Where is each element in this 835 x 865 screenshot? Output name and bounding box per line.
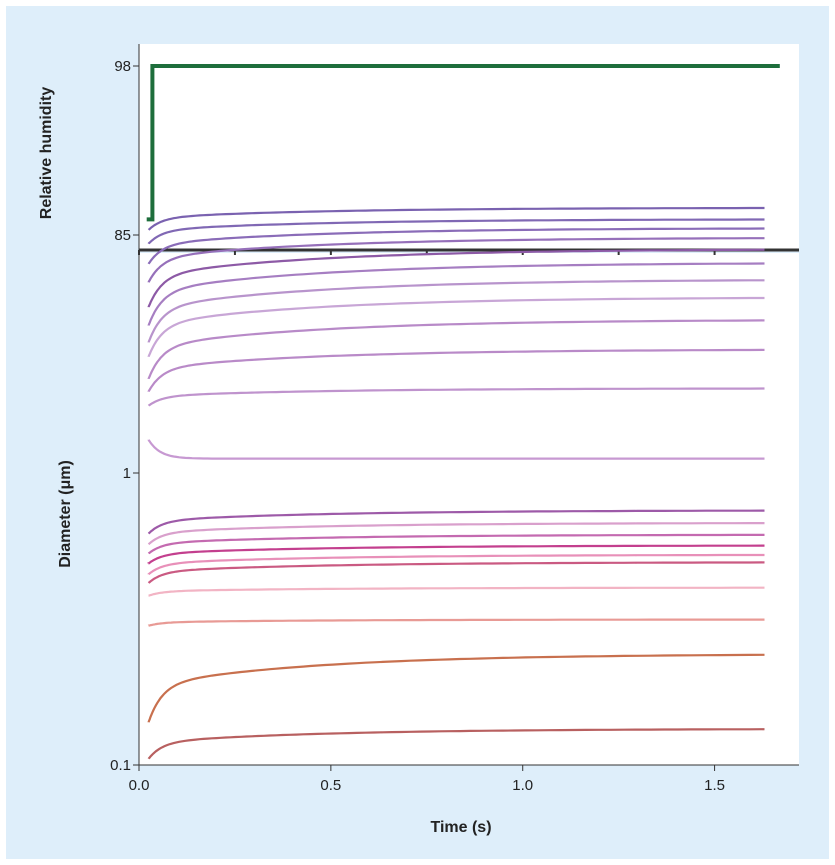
diameter-curve-18 bbox=[148, 586, 765, 597]
xtick-label-3: 1.5 bbox=[704, 777, 725, 794]
diameter-curve-17 bbox=[147, 561, 765, 584]
humidity-y-ticks: 85 98 bbox=[114, 58, 139, 244]
humidity-panel: 85 98 Relative humidity bbox=[38, 44, 799, 250]
diameter-curve-21 bbox=[147, 728, 765, 760]
diameter-curve-13 bbox=[147, 522, 765, 546]
diameter-curve-11 bbox=[147, 439, 765, 460]
humidity-y-axis-title: Relative humidity bbox=[38, 87, 55, 220]
diameter-curve-9 bbox=[147, 348, 765, 392]
diameter-y-ticks: 0.11 bbox=[110, 465, 139, 774]
diameter-x-ticks: 0.0 0.5 1.0 1.5 bbox=[129, 765, 725, 794]
xtick-label-2: 1.0 bbox=[512, 777, 533, 794]
diameter-curve-4 bbox=[147, 248, 765, 308]
xtick-label-0: 0.0 bbox=[129, 777, 150, 794]
humidity-ytick-label-0: 85 bbox=[114, 227, 131, 244]
diameter-curve-19 bbox=[147, 618, 765, 627]
figure-background: 85 98 Relative humidity 0.1 1 0.0 0.5 1.0 1.5… bbox=[6, 6, 829, 859]
diameter-curve-1 bbox=[147, 218, 765, 245]
humidity-series-group bbox=[146, 64, 780, 222]
diameter-curve-5 bbox=[147, 262, 765, 326]
diameter-curve-3 bbox=[147, 237, 765, 283]
diameter-ytick-label-0: 0.1 bbox=[110, 757, 131, 774]
diameter-series-group bbox=[147, 206, 765, 760]
diameter-curve-15 bbox=[147, 544, 765, 565]
diameter-curve-7 bbox=[147, 296, 765, 358]
diameter-curve-14 bbox=[147, 533, 765, 555]
diameter-curve-8 bbox=[147, 319, 765, 380]
diameter-curve-0 bbox=[147, 206, 765, 231]
diameter-ytick-label-1: 1 bbox=[123, 465, 131, 482]
humidity-line-0 bbox=[146, 64, 780, 222]
diameter-curve-12 bbox=[147, 509, 765, 535]
humidity-ytick-label-1: 98 bbox=[114, 58, 131, 75]
diameter-curve-2 bbox=[147, 227, 765, 265]
diameter-panel: 0.11 0.0 0.5 1.0 1.5 Diameter (μm) Time (s) bbox=[57, 206, 799, 836]
x-axis-title: Time (s) bbox=[430, 819, 491, 836]
diameter-plot-area bbox=[139, 253, 799, 765]
diameter-curve-20 bbox=[147, 653, 765, 723]
diameter-curve-16 bbox=[147, 553, 765, 576]
diameter-curve-10 bbox=[147, 387, 765, 407]
humidity-plot-area bbox=[139, 44, 799, 250]
diameter-y-axis-title: Diameter (μm) bbox=[57, 460, 74, 568]
diameter-curve-6 bbox=[147, 279, 765, 343]
xtick-label-1: 0.5 bbox=[320, 777, 341, 794]
